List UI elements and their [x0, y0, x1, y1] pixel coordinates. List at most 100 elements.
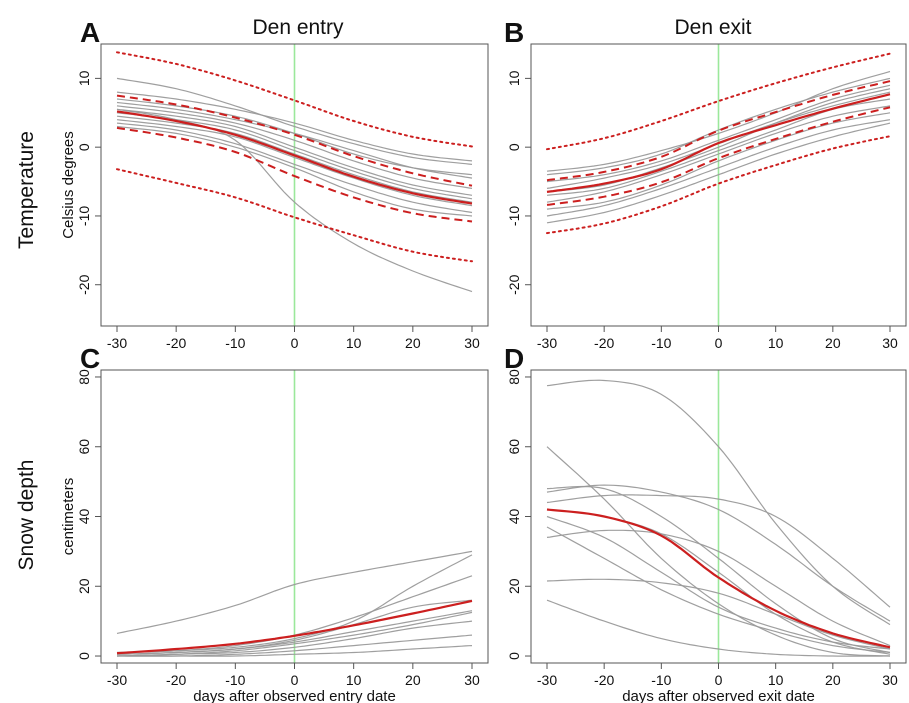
individual-curve — [116, 98, 473, 176]
x-tick-label: -20 — [594, 672, 614, 688]
inner-band-lower — [546, 106, 891, 206]
individual-curve — [546, 578, 891, 650]
x-tick-label: 10 — [346, 335, 362, 351]
panel-letter: C — [80, 343, 100, 374]
individual-curve — [116, 122, 473, 214]
y-tick-label: 0 — [76, 143, 92, 151]
x-tick-label: 30 — [464, 672, 480, 688]
x-tick-label: 20 — [405, 335, 421, 351]
column-title-entry: Den entry — [252, 16, 344, 39]
x-tick-label: 30 — [882, 335, 898, 351]
outer-band-lower — [546, 135, 891, 235]
inner-band-upper — [546, 80, 891, 182]
individual-curve — [546, 77, 891, 176]
plot-area — [546, 370, 891, 663]
individual-curve — [116, 105, 473, 189]
x-tick-label: 20 — [405, 672, 421, 688]
mean-curve — [116, 110, 473, 205]
individual-curve — [546, 494, 891, 608]
x-tick-label: 0 — [715, 335, 723, 351]
x-tick-label: 30 — [464, 335, 480, 351]
y-tick-label: 0 — [506, 143, 522, 151]
individual-curve — [546, 446, 891, 657]
individual-curve — [116, 550, 473, 634]
individual-curve — [116, 620, 473, 657]
column-title-exit: Den exit — [674, 16, 751, 39]
x-tick-label: 10 — [768, 335, 784, 351]
plot-area — [546, 44, 891, 326]
y-tick-label: -20 — [506, 274, 522, 294]
individual-curve — [117, 554, 473, 654]
x-tick-label: 20 — [825, 335, 841, 351]
panel-b: -30 -20 -10 0 10 20 30 -20 -10 0 10 B — [504, 17, 907, 351]
y-tick-label: 40 — [506, 509, 522, 525]
individual-curve — [116, 125, 473, 217]
outer-band-upper — [116, 51, 473, 148]
panel-a: -30 -20 -10 0 10 20 30 -20 -10 0 10 Celsius degrees… — [60, 17, 489, 351]
y-tick-label: 20 — [76, 578, 92, 594]
x-tick-label: 10 — [768, 672, 784, 688]
x-tick-label: -20 — [166, 335, 186, 351]
y-tick-label: -20 — [76, 274, 92, 294]
individual-curve — [116, 91, 473, 162]
individual-curve — [116, 119, 473, 207]
plot-area — [116, 44, 473, 326]
individual-curve — [546, 529, 891, 647]
y-tick-label: 20 — [506, 578, 522, 594]
y-tick-label: 80 — [506, 369, 522, 385]
x-tick-label: 20 — [825, 672, 841, 688]
individual-curve — [546, 526, 891, 654]
y-tick-label: 80 — [76, 369, 92, 385]
plot-area — [116, 370, 473, 663]
panel-c: -30 -20 -10 0 10 20 30 0 20 40 60 80 centimeters days… — [60, 343, 489, 703]
individual-curve — [116, 108, 473, 196]
mean-curve — [546, 93, 891, 193]
y-axis-title: centimeters — [60, 478, 77, 556]
individual-curve — [546, 112, 891, 210]
x-tick-label: -10 — [651, 672, 671, 688]
x-tick-label: -20 — [166, 672, 186, 688]
row-titles: Temperature Snow depth — [15, 131, 38, 570]
x-tick-label: -30 — [537, 672, 557, 688]
panel-letter: A — [80, 17, 100, 48]
individual-curve — [117, 645, 473, 657]
individual-curve — [546, 84, 891, 183]
individual-curve — [116, 77, 473, 165]
y-tick-label: 10 — [76, 70, 92, 86]
x-tick-label: -10 — [225, 672, 245, 688]
row-title-temperature: Temperature — [15, 131, 38, 249]
y-tick-label: 40 — [76, 509, 92, 525]
y-axis-title: Celsius degrees — [60, 131, 77, 239]
inner-band-lower — [116, 126, 473, 223]
y-tick-label: -10 — [76, 206, 92, 226]
x-tick-label: 10 — [346, 672, 362, 688]
outer-band-lower — [116, 168, 473, 263]
individual-curve — [116, 108, 473, 293]
individual-curve — [546, 105, 891, 203]
panel-letter: B — [504, 17, 524, 48]
individual-curve — [546, 599, 890, 657]
x-tick-label: 0 — [291, 335, 299, 351]
mean-curve — [116, 599, 473, 655]
x-tick-label: 0 — [715, 672, 723, 688]
x-axis-title: days after observed exit date — [622, 688, 815, 703]
x-tick-label: -30 — [107, 335, 127, 351]
individual-curve — [116, 115, 473, 203]
row-title-snow-depth: Snow depth — [15, 460, 38, 571]
x-tick-label: -10 — [225, 335, 245, 351]
y-tick-label: 60 — [76, 439, 92, 455]
individual-curve — [546, 119, 891, 217]
x-axis-title: days after observed entry date — [193, 688, 396, 703]
panel-letter: D — [504, 343, 524, 374]
individual-curve — [546, 485, 891, 654]
x-tick-label: -20 — [594, 335, 614, 351]
individual-curve — [116, 610, 473, 655]
column-titles: Den entry Den exit — [252, 16, 751, 39]
panel-d: -30 -20 -10 0 10 20 30 0 20 40 60 80 days after obse… — [504, 343, 907, 703]
individual-curve — [546, 484, 891, 622]
y-tick-label: 60 — [506, 439, 522, 455]
individual-curve — [546, 70, 891, 172]
mean-curve — [546, 508, 891, 649]
x-tick-label: -30 — [107, 672, 127, 688]
